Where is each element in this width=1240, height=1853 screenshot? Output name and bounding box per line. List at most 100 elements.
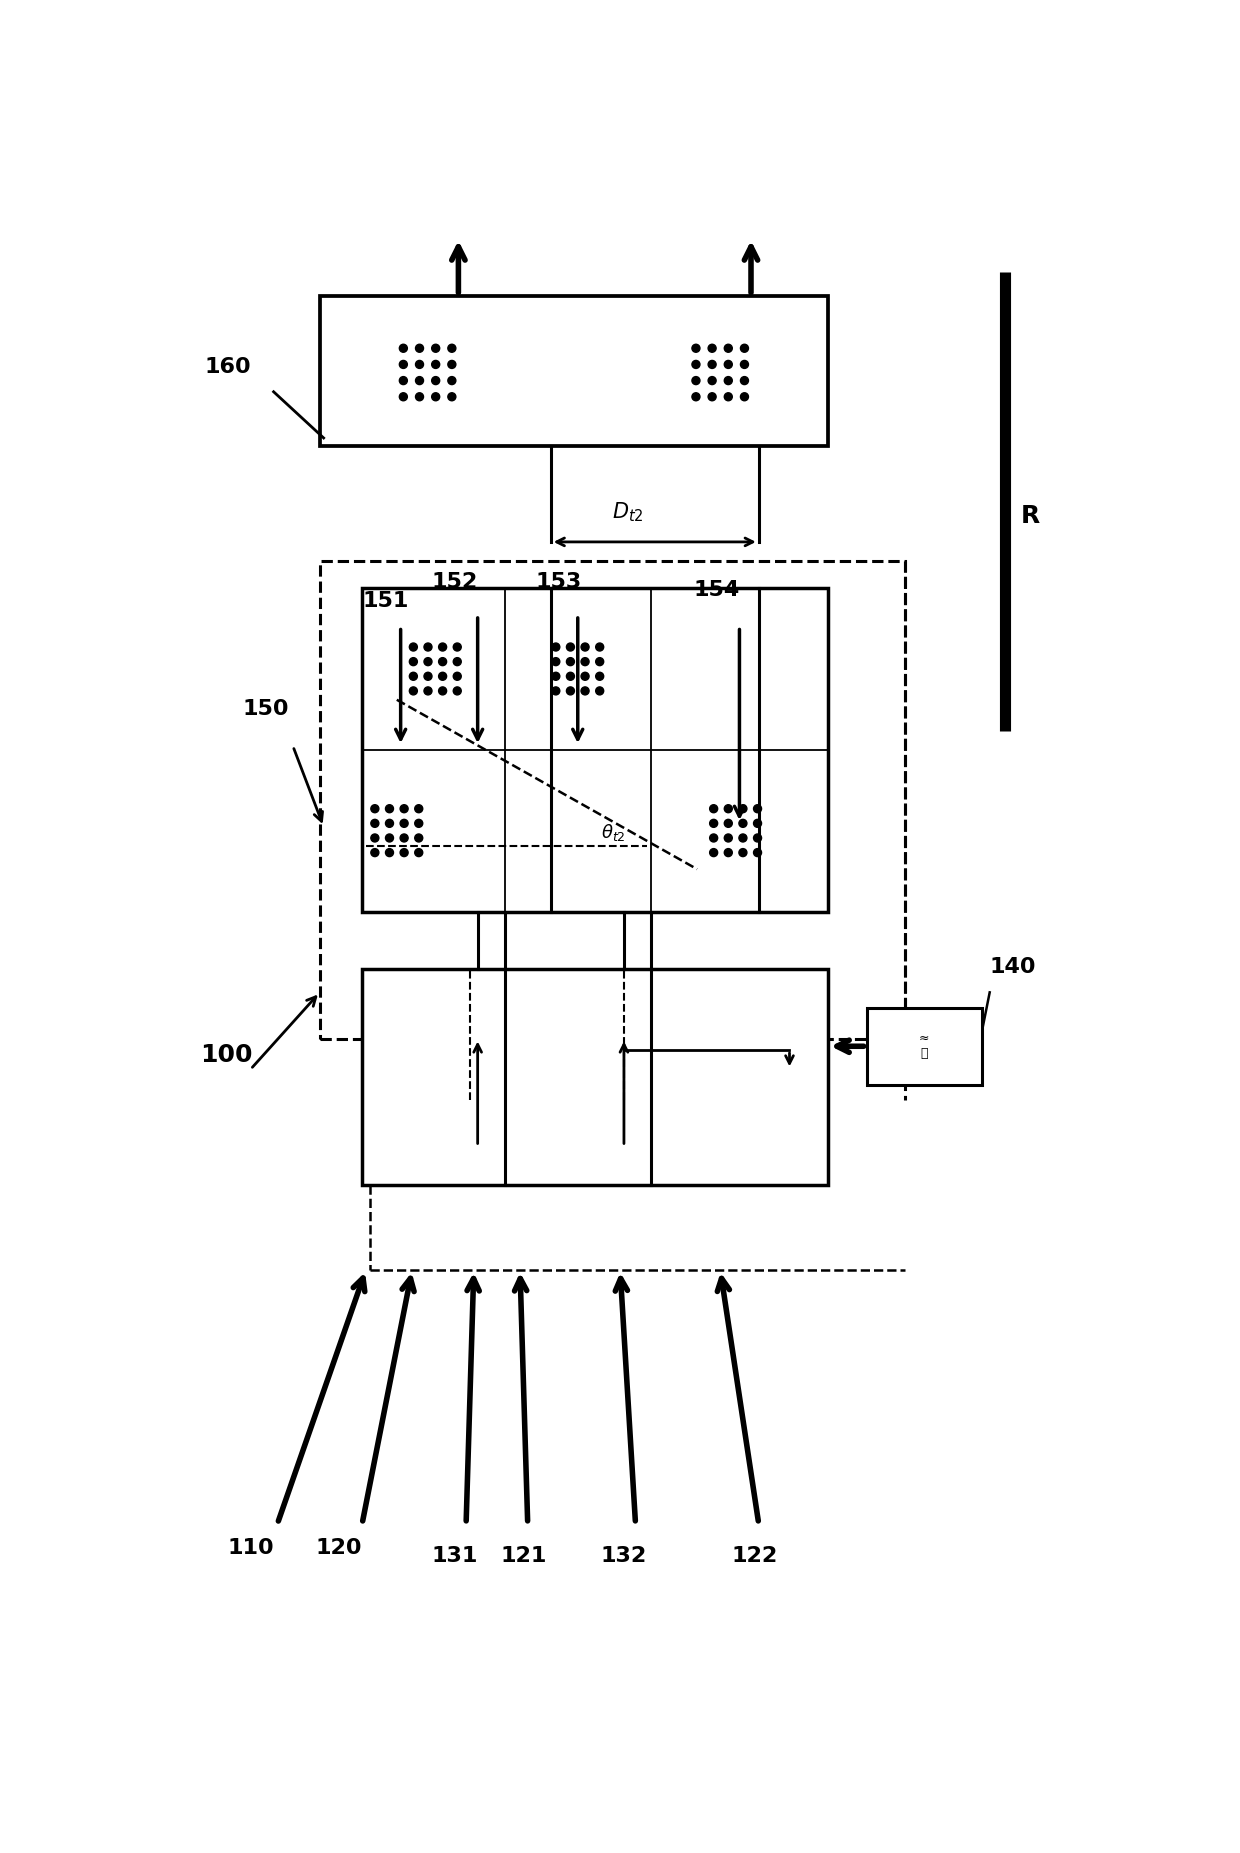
Circle shape bbox=[415, 376, 424, 385]
Text: 151: 151 bbox=[362, 591, 408, 611]
Circle shape bbox=[448, 345, 456, 352]
Circle shape bbox=[724, 834, 733, 841]
Circle shape bbox=[724, 376, 733, 385]
Text: 132: 132 bbox=[601, 1545, 647, 1566]
Circle shape bbox=[386, 834, 393, 841]
Circle shape bbox=[415, 345, 424, 352]
Circle shape bbox=[371, 849, 379, 856]
Circle shape bbox=[708, 376, 717, 385]
Circle shape bbox=[424, 687, 432, 695]
Text: 140: 140 bbox=[990, 958, 1037, 977]
Circle shape bbox=[739, 834, 746, 841]
Circle shape bbox=[552, 673, 559, 680]
Circle shape bbox=[448, 376, 456, 385]
Circle shape bbox=[567, 673, 574, 680]
Bar bbox=[320, 295, 828, 447]
Circle shape bbox=[386, 849, 393, 856]
Text: 122: 122 bbox=[732, 1545, 777, 1566]
Circle shape bbox=[567, 687, 574, 695]
Text: 131: 131 bbox=[432, 1545, 477, 1566]
Circle shape bbox=[424, 643, 432, 650]
Circle shape bbox=[552, 643, 559, 650]
Circle shape bbox=[439, 643, 446, 650]
Circle shape bbox=[454, 658, 461, 665]
Text: $D_{t2}$: $D_{t2}$ bbox=[613, 500, 644, 524]
Circle shape bbox=[754, 804, 761, 813]
Circle shape bbox=[709, 834, 718, 841]
Circle shape bbox=[432, 376, 440, 385]
Circle shape bbox=[399, 393, 408, 400]
Circle shape bbox=[709, 849, 718, 856]
Circle shape bbox=[401, 819, 408, 826]
Circle shape bbox=[754, 849, 761, 856]
Circle shape bbox=[708, 393, 717, 400]
Circle shape bbox=[739, 819, 746, 826]
Bar bbox=[320, 561, 905, 1038]
Circle shape bbox=[740, 361, 749, 369]
Circle shape bbox=[454, 673, 461, 680]
Circle shape bbox=[595, 687, 604, 695]
Circle shape bbox=[432, 345, 440, 352]
Circle shape bbox=[692, 361, 699, 369]
Circle shape bbox=[724, 361, 733, 369]
Circle shape bbox=[448, 393, 456, 400]
Circle shape bbox=[709, 804, 718, 813]
Circle shape bbox=[415, 361, 424, 369]
Circle shape bbox=[595, 658, 604, 665]
Circle shape bbox=[552, 658, 559, 665]
Circle shape bbox=[424, 658, 432, 665]
Circle shape bbox=[567, 658, 574, 665]
Circle shape bbox=[708, 345, 717, 352]
Circle shape bbox=[595, 643, 604, 650]
Circle shape bbox=[724, 393, 733, 400]
Circle shape bbox=[401, 849, 408, 856]
Circle shape bbox=[582, 673, 589, 680]
Circle shape bbox=[740, 393, 749, 400]
Circle shape bbox=[692, 376, 699, 385]
Bar bbox=[362, 587, 828, 912]
Circle shape bbox=[739, 849, 746, 856]
Circle shape bbox=[724, 345, 733, 352]
Text: 152: 152 bbox=[432, 573, 477, 593]
Circle shape bbox=[371, 819, 379, 826]
Circle shape bbox=[401, 834, 408, 841]
Circle shape bbox=[692, 345, 699, 352]
Circle shape bbox=[386, 819, 393, 826]
Circle shape bbox=[439, 687, 446, 695]
Circle shape bbox=[414, 849, 423, 856]
Circle shape bbox=[582, 687, 589, 695]
Text: 154: 154 bbox=[693, 580, 739, 600]
Circle shape bbox=[740, 376, 749, 385]
Circle shape bbox=[409, 643, 418, 650]
Circle shape bbox=[409, 658, 418, 665]
Circle shape bbox=[371, 834, 379, 841]
Bar bbox=[867, 1008, 982, 1084]
Circle shape bbox=[582, 658, 589, 665]
Text: 153: 153 bbox=[536, 573, 582, 593]
Text: 150: 150 bbox=[243, 699, 289, 719]
Circle shape bbox=[582, 643, 589, 650]
Text: 100: 100 bbox=[201, 1043, 253, 1067]
Circle shape bbox=[432, 361, 440, 369]
Circle shape bbox=[709, 819, 718, 826]
Circle shape bbox=[708, 361, 717, 369]
Circle shape bbox=[439, 658, 446, 665]
Circle shape bbox=[415, 393, 424, 400]
Circle shape bbox=[414, 804, 423, 813]
Circle shape bbox=[414, 834, 423, 841]
Circle shape bbox=[724, 849, 733, 856]
Circle shape bbox=[552, 687, 559, 695]
Circle shape bbox=[424, 673, 432, 680]
Circle shape bbox=[739, 804, 746, 813]
Circle shape bbox=[740, 345, 749, 352]
Circle shape bbox=[454, 643, 461, 650]
Circle shape bbox=[371, 804, 379, 813]
Circle shape bbox=[448, 361, 456, 369]
Circle shape bbox=[692, 393, 699, 400]
Circle shape bbox=[409, 673, 418, 680]
Text: 120: 120 bbox=[316, 1538, 362, 1558]
Circle shape bbox=[754, 819, 761, 826]
Circle shape bbox=[399, 376, 408, 385]
Text: $\theta_{t2}$: $\theta_{t2}$ bbox=[601, 823, 625, 843]
Text: 160: 160 bbox=[205, 356, 250, 376]
